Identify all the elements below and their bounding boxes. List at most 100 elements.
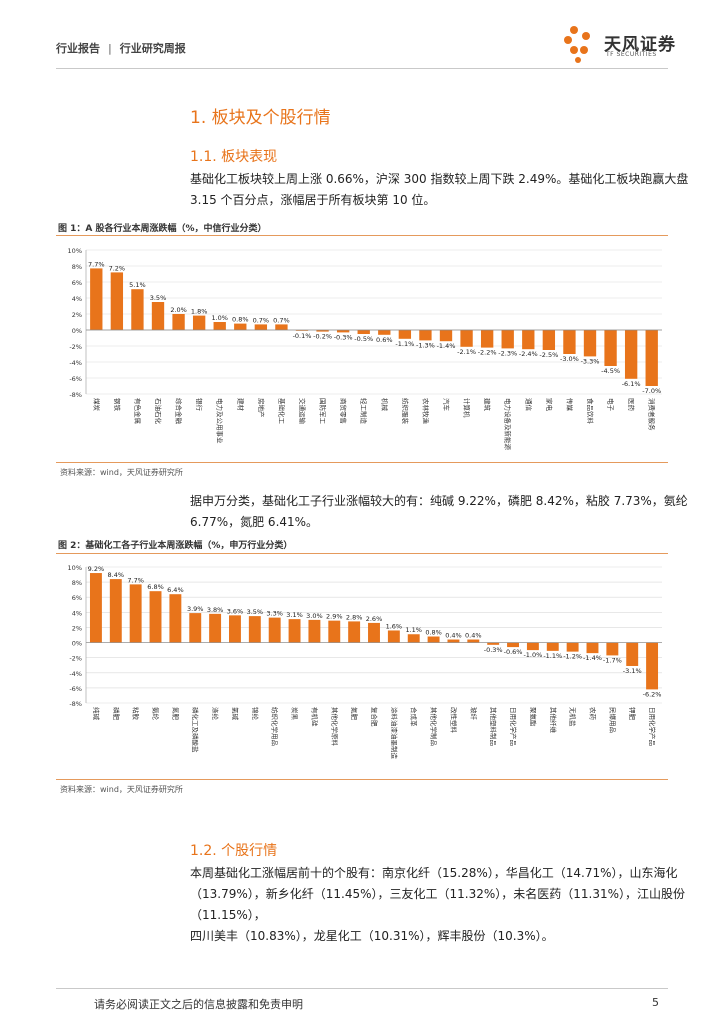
- data-label: 3.3%: [266, 610, 283, 618]
- bar: [563, 330, 576, 354]
- data-label: 0.8%: [232, 316, 249, 324]
- page-number: 5: [652, 996, 659, 1009]
- bar: [487, 642, 500, 645]
- data-label: -0.3%: [484, 646, 503, 654]
- category-label: 国防军工: [319, 398, 328, 425]
- bar: [583, 330, 597, 357]
- bar: [467, 639, 480, 643]
- bar: [90, 268, 103, 330]
- y-tick-label: 10%: [68, 564, 82, 572]
- category-label: 电子: [607, 398, 616, 412]
- bar: [507, 642, 519, 648]
- category-label: 传媒: [565, 398, 574, 412]
- category-label: 交通运输: [298, 398, 307, 425]
- category-label: 商贸零售: [339, 398, 348, 424]
- data-label: -1.0%: [523, 651, 542, 659]
- section-1-2-title: 1.2. 个股行情: [190, 843, 278, 859]
- bar: [546, 642, 559, 651]
- bar: [308, 619, 321, 643]
- category-label: 粘胶: [132, 707, 141, 721]
- data-label: 0.7%: [273, 316, 290, 324]
- y-tick-label: -4%: [69, 670, 82, 678]
- bar: [604, 330, 617, 366]
- data-label: 1.6%: [386, 622, 403, 630]
- bar: [501, 330, 514, 349]
- bar: [348, 621, 361, 643]
- data-label: -2.4%: [519, 350, 538, 358]
- bar: [626, 642, 639, 666]
- paragraph-line: （13.79%），新乡化纤（11.45%），三友化工（11.32%），未名医药（…: [190, 887, 686, 922]
- data-label: -4.5%: [601, 367, 620, 375]
- data-label: -2.1%: [457, 348, 476, 356]
- category-label: 通信: [524, 398, 533, 412]
- paragraph-line: 本周基础化工涨幅居前十的个股有：南京化纤（15.28%），华昌化工（14.71%…: [190, 866, 678, 880]
- figure-1-chart: 10% 8% 6% 4% 2% 0% -2% -4% -6% -8% 7.7% 煤炭 7.2% 钢铁 5.1…: [68, 247, 662, 451]
- data-label: 3.5%: [150, 294, 167, 302]
- y-tick-label: 2%: [72, 311, 82, 319]
- category-label: 炭黑: [291, 707, 299, 721]
- category-label: 其他纤维: [549, 707, 558, 734]
- data-label: 3.8%: [207, 606, 224, 614]
- figure-2-chart: 10% 8% 6% 4% 2% 0% -2% -4% -6% -8% 9.2% 纯碱 8.4% 磷肥 7.7…: [68, 564, 662, 760]
- bar: [268, 617, 281, 643]
- footer-divider: [56, 988, 668, 989]
- logo-name-cn: 天风证券: [604, 35, 676, 55]
- data-label: -0.3%: [334, 333, 353, 341]
- category-label: 消费者服务: [648, 398, 657, 431]
- figure-2-source: 资料来源：wind，天风证券研究所: [60, 785, 183, 794]
- y-tick-label: 4%: [72, 295, 82, 303]
- data-label: 5.1%: [129, 281, 146, 289]
- data-label: 7.7%: [127, 576, 144, 584]
- y-tick-label: -2%: [69, 343, 82, 351]
- category-label: 家电: [545, 398, 554, 412]
- category-label: 其他化学制品: [430, 707, 439, 746]
- bar: [624, 330, 638, 379]
- category-label: 医药: [627, 398, 636, 412]
- data-label: -1.2%: [563, 653, 582, 661]
- category-label: 涂料油漆油墨制造: [390, 707, 399, 760]
- category-label: 建材: [236, 398, 245, 412]
- data-label: -1.1%: [543, 652, 562, 660]
- y-tick-label: 4%: [72, 609, 82, 617]
- bar: [542, 330, 556, 350]
- category-label: 聚氨酯: [529, 707, 538, 727]
- category-label: 涤纶: [211, 707, 220, 721]
- logo-mark-icon: [564, 26, 590, 63]
- data-label: -0.2%: [313, 333, 332, 341]
- data-label: 6.8%: [147, 583, 164, 591]
- data-label: 8.4%: [108, 571, 125, 579]
- section-1-title: 1. 板块及个股行情: [190, 108, 331, 128]
- footer-disclaimer: 请务必阅读正文之后的信息披露和免责申明: [94, 998, 303, 1011]
- data-label: -7.0%: [642, 387, 661, 395]
- bar: [295, 330, 309, 331]
- data-label: -0.6%: [504, 648, 523, 656]
- y-tick-label: -2%: [69, 655, 82, 663]
- bar: [172, 314, 185, 330]
- section-1-1-paragraph: 基础化工板块较上周上涨 0.66%，沪深 300 指数较上周下跌 2.49%。基…: [190, 169, 688, 211]
- bar: [439, 330, 453, 342]
- paragraph-line: 据申万分类，基础化工子行业涨幅较大的有：纯碱 9.22%，磷肥 8.42%，粘胶…: [190, 494, 688, 508]
- bar: [151, 302, 165, 330]
- category-label: 汽车: [442, 398, 451, 412]
- figure-2-bottom-rule: [56, 779, 668, 780]
- data-label: 9.2%: [88, 565, 105, 573]
- bar: [213, 322, 226, 330]
- category-label: 合成革: [410, 707, 419, 727]
- category-label: 有机硅: [310, 707, 319, 727]
- bar: [645, 330, 658, 386]
- bar: [89, 573, 102, 643]
- y-tick-label: 10%: [68, 247, 82, 255]
- paragraph-line: 四川美丰（10.83%），龙星化工（10.31%），辉丰股份（10.3%）。: [190, 929, 554, 943]
- category-label: 钾肥: [628, 707, 637, 721]
- data-label: -1.7%: [603, 656, 622, 664]
- y-tick-label: 0%: [72, 640, 82, 648]
- category-label: 纯碱: [92, 707, 101, 721]
- y-tick-label: -6%: [69, 685, 82, 693]
- bar: [109, 579, 122, 643]
- figure-2-top-rule: [56, 553, 668, 554]
- data-label: -3.3%: [581, 357, 600, 365]
- y-tick-label: -6%: [69, 375, 82, 383]
- y-tick-label: 6%: [72, 279, 82, 287]
- bar: [460, 330, 473, 347]
- category-label: 房地产: [257, 398, 266, 418]
